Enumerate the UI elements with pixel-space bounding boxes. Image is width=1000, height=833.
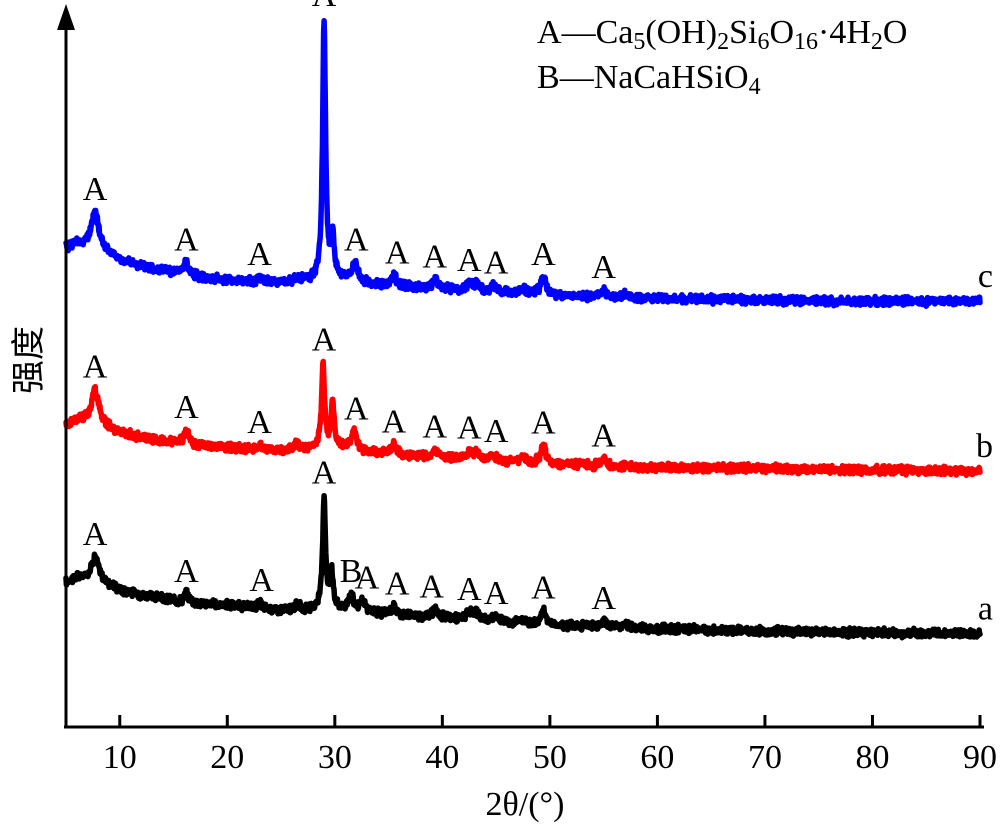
x-tick-label-60: 60 (640, 739, 674, 776)
peak-label-a-7: A (419, 568, 444, 605)
peak-label-a-0: A (83, 516, 108, 553)
x-tick-label-40: 40 (425, 739, 459, 776)
peak-label-a-10: A (531, 570, 556, 607)
peak-label-b-6: A (423, 408, 448, 445)
peak-label-c-3: A (312, 0, 337, 14)
peak-label-a-4: B (340, 553, 363, 590)
peak-label-c-0: A (83, 171, 108, 208)
peak-label-a-6: A (385, 566, 410, 603)
series-line-a (63, 492, 983, 641)
series-name-b: b (976, 428, 993, 465)
peak-label-a-5: A (355, 560, 380, 597)
y-axis-arrow (57, 4, 75, 30)
peak-label-b-2: A (247, 404, 272, 441)
peak-label-a-3: A (312, 454, 337, 491)
peak-label-c-7: A (457, 242, 482, 279)
series-name-labels: a b c (976, 258, 993, 628)
peak-label-c-9: A (531, 236, 556, 273)
legend-entry-b: B—NaCaHSiO4 (537, 59, 761, 100)
peak-label-b-8: A (484, 413, 509, 450)
legend-entry-a-marker: A (537, 14, 562, 51)
x-tick-label-80: 80 (855, 739, 889, 776)
legend-entry-a: A—Ca5(OH)2Si6O16·4H2O (537, 14, 907, 55)
y-axis-label: 强度 (10, 326, 48, 394)
peak-label-c-2: A (247, 236, 272, 273)
legend: A—Ca5(OH)2Si6O16·4H2O B—NaCaHSiO4 (537, 14, 907, 100)
peak-label-b-10: A (591, 418, 616, 455)
peak-label-b-5: A (382, 403, 407, 440)
peak-labels: AAAABAAAAAAAAAAAAAAAAAAAAAAAAAAAAA (83, 0, 617, 617)
x-tick-label-50: 50 (533, 739, 567, 776)
peak-label-c-4: A (344, 221, 369, 258)
x-tick-label-90: 90 (963, 739, 997, 776)
peak-label-c-10: A (591, 249, 616, 286)
series-name-a: a (978, 591, 993, 628)
peak-label-c-6: A (423, 238, 448, 275)
series-name-c: c (978, 258, 993, 295)
series-line-c (63, 18, 983, 309)
series-line-b (63, 358, 983, 479)
x-axis-ticks: 10 20 30 40 50 60 70 80 90 (103, 715, 997, 776)
x-tick-label-20: 20 (210, 739, 244, 776)
x-tick-label-70: 70 (748, 739, 782, 776)
legend-entry-b-text: —NaCaHSiO4 (559, 59, 761, 100)
peak-label-c-1: A (174, 222, 199, 259)
peak-label-b-3: A (312, 321, 337, 358)
peak-label-b-7: A (457, 409, 482, 446)
peak-label-c-8: A (484, 245, 509, 282)
peak-label-a-8: A (457, 571, 482, 608)
peak-label-b-0: A (83, 349, 108, 386)
peak-label-a-2: A (249, 562, 274, 599)
peak-label-c-5: A (385, 234, 410, 271)
x-axis-label: 2θ/(°) (486, 786, 565, 823)
peak-label-a-1: A (174, 553, 199, 590)
peak-label-b-4: A (344, 390, 369, 427)
legend-entry-a-text: —Ca5(OH)2Si6O16·4H2O (561, 14, 908, 55)
legend-entry-b-marker: B (537, 59, 560, 96)
x-tick-label-30: 30 (318, 739, 352, 776)
peak-label-b-1: A (174, 389, 199, 426)
series-curves (63, 18, 983, 641)
x-tick-label-10: 10 (103, 739, 137, 776)
peak-label-a-11: A (591, 580, 616, 617)
peak-label-a-9: A (484, 575, 509, 612)
peak-label-b-9: A (531, 405, 556, 442)
